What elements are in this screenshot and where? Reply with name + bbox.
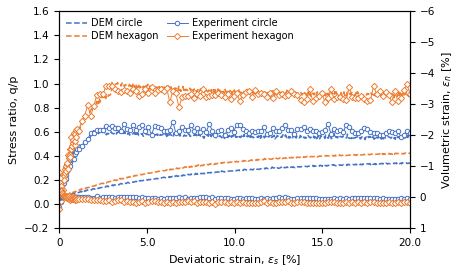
DEM circle — [247, 135, 253, 138]
Line: DEM hexagon: DEM hexagon — [59, 83, 410, 205]
Experiment circle — [134, 128, 139, 131]
Line: Experiment circle: Experiment circle — [57, 120, 412, 209]
Experiment hexagon — [191, 96, 197, 100]
Y-axis label: Stress ratio, q/p: Stress ratio, q/p — [9, 76, 18, 164]
DEM circle — [91, 129, 97, 132]
DEM hexagon — [247, 92, 253, 95]
Experiment circle — [56, 205, 62, 209]
Experiment circle — [170, 120, 176, 123]
DEM hexagon — [400, 95, 405, 98]
DEM hexagon — [345, 90, 350, 94]
Experiment circle — [407, 132, 413, 135]
Line: Experiment hexagon: Experiment hexagon — [57, 82, 412, 211]
DEM circle — [56, 203, 62, 206]
Experiment circle — [194, 127, 200, 130]
Experiment circle — [270, 127, 276, 130]
Experiment circle — [331, 127, 337, 130]
DEM hexagon — [224, 90, 229, 94]
DEM circle — [407, 135, 413, 138]
X-axis label: Deviatoric strain, $\epsilon_s$ [%]: Deviatoric strain, $\epsilon_s$ [%] — [168, 253, 301, 267]
Experiment hexagon — [103, 85, 109, 88]
Experiment hexagon — [134, 89, 139, 92]
DEM hexagon — [266, 92, 272, 95]
Experiment hexagon — [404, 83, 410, 86]
DEM circle — [266, 135, 272, 139]
Experiment circle — [212, 134, 218, 137]
Experiment hexagon — [407, 92, 413, 95]
Experiment hexagon — [56, 207, 62, 210]
DEM circle — [226, 134, 231, 138]
DEM circle — [224, 134, 229, 138]
DEM hexagon — [407, 91, 413, 95]
DEM circle — [400, 136, 405, 139]
DEM hexagon — [226, 91, 231, 95]
Experiment hexagon — [267, 92, 273, 95]
Experiment hexagon — [328, 87, 334, 91]
DEM hexagon — [119, 81, 125, 84]
Experiment hexagon — [210, 93, 215, 96]
Legend: DEM circle, DEM hexagon, Experiment circle, Experiment hexagon: DEM circle, DEM hexagon, Experiment circ… — [64, 16, 296, 43]
Line: DEM circle: DEM circle — [59, 130, 410, 204]
Experiment circle — [103, 124, 109, 127]
DEM circle — [345, 132, 350, 136]
Y-axis label: Volumetric strain, $\epsilon_n$ [%]: Volumetric strain, $\epsilon_n$ [%] — [441, 51, 455, 189]
DEM hexagon — [56, 204, 62, 207]
